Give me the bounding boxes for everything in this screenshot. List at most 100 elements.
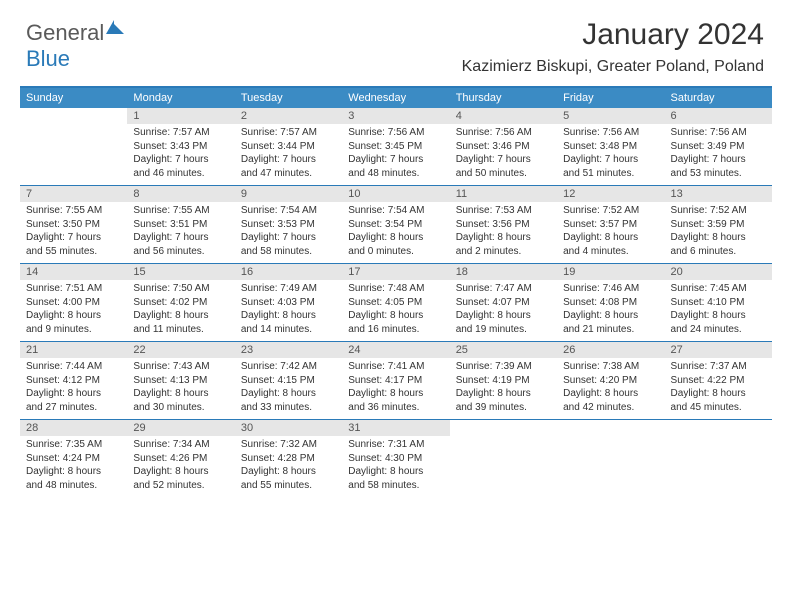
day-details: Sunrise: 7:57 AMSunset: 3:44 PMDaylight:… — [235, 124, 342, 184]
calendar-day-cell: 6Sunrise: 7:56 AMSunset: 3:49 PMDaylight… — [665, 108, 772, 185]
calendar-day-cell: 25Sunrise: 7:39 AMSunset: 4:19 PMDayligh… — [450, 342, 557, 419]
calendar-day-cell: 16Sunrise: 7:49 AMSunset: 4:03 PMDayligh… — [235, 264, 342, 341]
day-number: 24 — [342, 342, 449, 358]
calendar-day-cell: 28Sunrise: 7:35 AMSunset: 4:24 PMDayligh… — [20, 420, 127, 498]
day-details: Sunrise: 7:42 AMSunset: 4:15 PMDaylight:… — [235, 358, 342, 418]
day-details: Sunrise: 7:49 AMSunset: 4:03 PMDaylight:… — [235, 280, 342, 340]
day-number: 14 — [20, 264, 127, 280]
day-number: 21 — [20, 342, 127, 358]
calendar-day-cell: 4Sunrise: 7:56 AMSunset: 3:46 PMDaylight… — [450, 108, 557, 185]
calendar: SundayMondayTuesdayWednesdayThursdayFrid… — [20, 86, 772, 498]
calendar-header-cell: Friday — [557, 88, 664, 108]
day-number: 16 — [235, 264, 342, 280]
calendar-day-cell: 3Sunrise: 7:56 AMSunset: 3:45 PMDaylight… — [342, 108, 449, 185]
day-details: Sunrise: 7:55 AMSunset: 3:51 PMDaylight:… — [127, 202, 234, 262]
calendar-day-cell: 13Sunrise: 7:52 AMSunset: 3:59 PMDayligh… — [665, 186, 772, 263]
calendar-header-cell: Thursday — [450, 88, 557, 108]
calendar-day-cell: 23Sunrise: 7:42 AMSunset: 4:15 PMDayligh… — [235, 342, 342, 419]
day-number — [450, 420, 557, 436]
calendar-header-row: SundayMondayTuesdayWednesdayThursdayFrid… — [20, 88, 772, 108]
calendar-day-cell — [20, 108, 127, 185]
day-number: 2 — [235, 108, 342, 124]
calendar-day-cell: 14Sunrise: 7:51 AMSunset: 4:00 PMDayligh… — [20, 264, 127, 341]
day-number: 12 — [557, 186, 664, 202]
day-details: Sunrise: 7:38 AMSunset: 4:20 PMDaylight:… — [557, 358, 664, 418]
calendar-day-cell: 5Sunrise: 7:56 AMSunset: 3:48 PMDaylight… — [557, 108, 664, 185]
day-details: Sunrise: 7:41 AMSunset: 4:17 PMDaylight:… — [342, 358, 449, 418]
calendar-day-cell: 10Sunrise: 7:54 AMSunset: 3:54 PMDayligh… — [342, 186, 449, 263]
day-number: 20 — [665, 264, 772, 280]
day-number: 30 — [235, 420, 342, 436]
day-details: Sunrise: 7:45 AMSunset: 4:10 PMDaylight:… — [665, 280, 772, 340]
brand-part1: General — [26, 20, 104, 45]
calendar-header-cell: Tuesday — [235, 88, 342, 108]
day-number: 3 — [342, 108, 449, 124]
day-number: 23 — [235, 342, 342, 358]
calendar-week-row: 1Sunrise: 7:57 AMSunset: 3:43 PMDaylight… — [20, 108, 772, 186]
calendar-week-row: 14Sunrise: 7:51 AMSunset: 4:00 PMDayligh… — [20, 264, 772, 342]
calendar-day-cell: 26Sunrise: 7:38 AMSunset: 4:20 PMDayligh… — [557, 342, 664, 419]
calendar-day-cell: 29Sunrise: 7:34 AMSunset: 4:26 PMDayligh… — [127, 420, 234, 498]
calendar-day-cell: 22Sunrise: 7:43 AMSunset: 4:13 PMDayligh… — [127, 342, 234, 419]
day-number: 26 — [557, 342, 664, 358]
calendar-day-cell: 18Sunrise: 7:47 AMSunset: 4:07 PMDayligh… — [450, 264, 557, 341]
day-details: Sunrise: 7:46 AMSunset: 4:08 PMDaylight:… — [557, 280, 664, 340]
day-number: 18 — [450, 264, 557, 280]
calendar-header-cell: Saturday — [665, 88, 772, 108]
day-details: Sunrise: 7:56 AMSunset: 3:46 PMDaylight:… — [450, 124, 557, 184]
day-details: Sunrise: 7:32 AMSunset: 4:28 PMDaylight:… — [235, 436, 342, 496]
day-details: Sunrise: 7:56 AMSunset: 3:49 PMDaylight:… — [665, 124, 772, 184]
day-number: 25 — [450, 342, 557, 358]
calendar-day-cell: 15Sunrise: 7:50 AMSunset: 4:02 PMDayligh… — [127, 264, 234, 341]
logo-sail-icon — [106, 20, 114, 34]
calendar-day-cell: 30Sunrise: 7:32 AMSunset: 4:28 PMDayligh… — [235, 420, 342, 498]
location-subtitle: Kazimierz Biskupi, Greater Poland, Polan… — [462, 58, 764, 76]
calendar-day-cell: 8Sunrise: 7:55 AMSunset: 3:51 PMDaylight… — [127, 186, 234, 263]
calendar-day-cell — [450, 420, 557, 498]
day-details: Sunrise: 7:57 AMSunset: 3:43 PMDaylight:… — [127, 124, 234, 184]
day-details: Sunrise: 7:53 AMSunset: 3:56 PMDaylight:… — [450, 202, 557, 262]
calendar-day-cell: 1Sunrise: 7:57 AMSunset: 3:43 PMDaylight… — [127, 108, 234, 185]
day-details: Sunrise: 7:31 AMSunset: 4:30 PMDaylight:… — [342, 436, 449, 496]
day-number: 4 — [450, 108, 557, 124]
day-number: 6 — [665, 108, 772, 124]
day-number: 28 — [20, 420, 127, 436]
brand-logo: General Blue — [26, 20, 124, 72]
logo-sail-icon-2 — [114, 24, 124, 34]
day-number: 17 — [342, 264, 449, 280]
day-details: Sunrise: 7:34 AMSunset: 4:26 PMDaylight:… — [127, 436, 234, 496]
day-number: 29 — [127, 420, 234, 436]
calendar-day-cell: 31Sunrise: 7:31 AMSunset: 4:30 PMDayligh… — [342, 420, 449, 498]
calendar-week-row: 7Sunrise: 7:55 AMSunset: 3:50 PMDaylight… — [20, 186, 772, 264]
calendar-day-cell: 9Sunrise: 7:54 AMSunset: 3:53 PMDaylight… — [235, 186, 342, 263]
day-number — [557, 420, 664, 436]
day-number: 9 — [235, 186, 342, 202]
day-number: 10 — [342, 186, 449, 202]
day-details: Sunrise: 7:54 AMSunset: 3:54 PMDaylight:… — [342, 202, 449, 262]
day-number: 13 — [665, 186, 772, 202]
calendar-header-cell: Sunday — [20, 88, 127, 108]
day-details: Sunrise: 7:52 AMSunset: 3:57 PMDaylight:… — [557, 202, 664, 262]
day-details: Sunrise: 7:35 AMSunset: 4:24 PMDaylight:… — [20, 436, 127, 496]
day-number: 27 — [665, 342, 772, 358]
calendar-day-cell: 24Sunrise: 7:41 AMSunset: 4:17 PMDayligh… — [342, 342, 449, 419]
calendar-day-cell — [557, 420, 664, 498]
calendar-day-cell: 12Sunrise: 7:52 AMSunset: 3:57 PMDayligh… — [557, 186, 664, 263]
brand-part2: Blue — [26, 46, 70, 71]
calendar-header-cell: Wednesday — [342, 88, 449, 108]
day-details: Sunrise: 7:55 AMSunset: 3:50 PMDaylight:… — [20, 202, 127, 262]
page-title: January 2024 — [582, 18, 764, 52]
day-number: 11 — [450, 186, 557, 202]
day-details: Sunrise: 7:51 AMSunset: 4:00 PMDaylight:… — [20, 280, 127, 340]
day-number: 7 — [20, 186, 127, 202]
day-details: Sunrise: 7:47 AMSunset: 4:07 PMDaylight:… — [450, 280, 557, 340]
calendar-day-cell: 21Sunrise: 7:44 AMSunset: 4:12 PMDayligh… — [20, 342, 127, 419]
day-number — [20, 108, 127, 124]
day-details: Sunrise: 7:44 AMSunset: 4:12 PMDaylight:… — [20, 358, 127, 418]
day-details: Sunrise: 7:56 AMSunset: 3:45 PMDaylight:… — [342, 124, 449, 184]
calendar-day-cell: 27Sunrise: 7:37 AMSunset: 4:22 PMDayligh… — [665, 342, 772, 419]
calendar-week-row: 21Sunrise: 7:44 AMSunset: 4:12 PMDayligh… — [20, 342, 772, 420]
day-details: Sunrise: 7:50 AMSunset: 4:02 PMDaylight:… — [127, 280, 234, 340]
day-number — [665, 420, 772, 436]
calendar-day-cell: 20Sunrise: 7:45 AMSunset: 4:10 PMDayligh… — [665, 264, 772, 341]
